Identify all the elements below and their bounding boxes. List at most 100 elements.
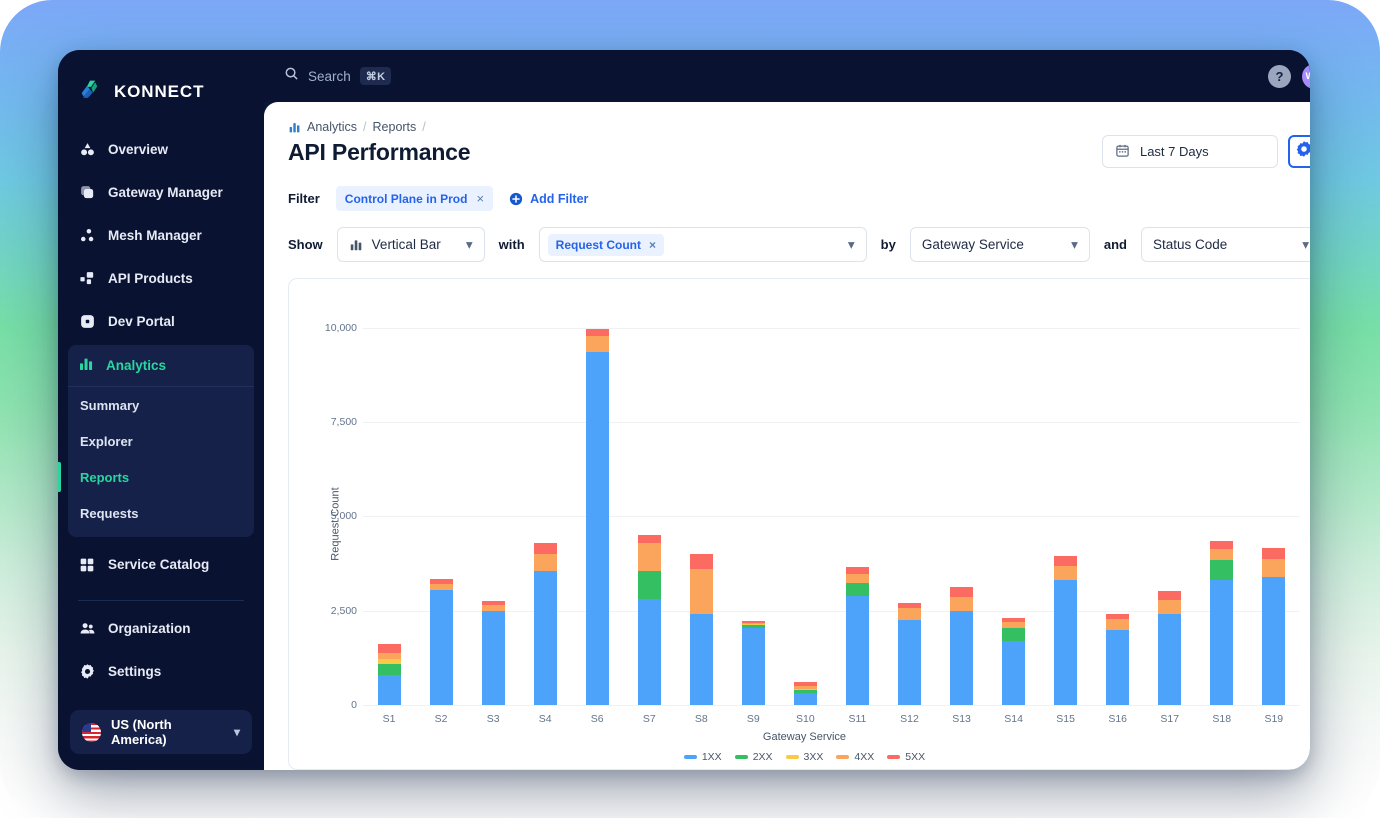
brand[interactable]: KONNECT [58, 66, 264, 112]
bar-segment-1xx[interactable] [1262, 576, 1286, 705]
bar-segment-4xx[interactable] [1210, 548, 1234, 560]
filter-chip-control-plane[interactable]: Control Plane in Prod × [335, 186, 494, 211]
bar-segment-1xx[interactable] [481, 610, 505, 705]
chart-type-select[interactable]: Vertical Bar ▾ [336, 227, 485, 262]
stacked-bar[interactable] [1262, 548, 1286, 705]
bar-segment-4xx[interactable] [793, 686, 817, 690]
bar-segment-1xx[interactable] [1210, 580, 1234, 705]
stacked-bar[interactable] [1210, 541, 1234, 705]
stacked-bar[interactable] [897, 602, 921, 705]
bar-segment-4xx[interactable] [1262, 558, 1286, 577]
stacked-bar[interactable] [533, 542, 557, 705]
legend-item-2xx[interactable]: 2XX [734, 751, 773, 763]
bar-segment-1xx[interactable] [741, 627, 765, 705]
bar-column[interactable] [363, 305, 415, 705]
breadcrumb-reports[interactable]: Reports [372, 120, 417, 134]
bar-segment-1xx[interactable] [377, 674, 401, 705]
bar-segment-1xx[interactable] [897, 620, 921, 705]
close-icon[interactable]: × [476, 191, 485, 206]
bar-segment-1xx[interactable] [533, 571, 557, 705]
bar-segment-1xx[interactable] [637, 599, 661, 705]
avatar[interactable]: WW [1301, 63, 1310, 89]
bar-segment-5xx[interactable] [1106, 614, 1130, 620]
bar-column[interactable] [675, 305, 727, 705]
bar-column[interactable] [467, 305, 519, 705]
bar-segment-1xx[interactable] [1002, 640, 1026, 705]
legend-item-4xx[interactable]: 4XX [836, 751, 874, 763]
bar-segment-4xx[interactable] [637, 542, 661, 572]
bar-segment-4xx[interactable] [533, 554, 557, 572]
bar-column[interactable] [727, 305, 779, 705]
bar-segment-3xx[interactable] [377, 658, 401, 664]
bar-segment-2xx[interactable] [741, 625, 765, 628]
bar-column[interactable] [779, 305, 831, 705]
stacked-bar[interactable] [1054, 555, 1078, 705]
bar-segment-1xx[interactable] [429, 589, 453, 705]
bar-segment-2xx[interactable] [1002, 627, 1026, 641]
stacked-bar[interactable] [741, 621, 765, 705]
bar-segment-1xx[interactable] [689, 614, 713, 705]
bar-column[interactable] [571, 305, 623, 705]
stacked-bar[interactable] [689, 554, 713, 705]
bar-segment-1xx[interactable] [793, 692, 817, 705]
search-input[interactable]: Search ⌘K [284, 66, 392, 86]
bar-segment-4xx[interactable] [585, 336, 609, 353]
bar-column[interactable] [1092, 305, 1144, 705]
sidebar-item-summary[interactable]: Summary [68, 387, 254, 423]
bar-segment-4xx[interactable] [950, 597, 974, 611]
bar-column[interactable] [415, 305, 467, 705]
bar-segment-2xx[interactable] [1210, 559, 1234, 581]
bar-segment-5xx[interactable] [481, 600, 505, 606]
stacked-bar[interactable] [585, 328, 609, 705]
bar-segment-4xx[interactable] [741, 622, 765, 625]
sidebar-item-settings[interactable]: Settings [58, 650, 264, 693]
help-icon[interactable]: ? [1267, 64, 1291, 88]
bar-segment-5xx[interactable] [741, 621, 765, 623]
sidebar-item-requests[interactable]: Requests [68, 495, 254, 531]
stacked-bar[interactable] [377, 643, 401, 705]
bar-segment-5xx[interactable] [950, 586, 974, 598]
bar-column[interactable] [883, 305, 935, 705]
bar-segment-1xx[interactable] [845, 595, 869, 705]
bar-column[interactable] [831, 305, 883, 705]
bar-segment-2xx[interactable] [793, 690, 817, 693]
bar-segment-5xx[interactable] [377, 643, 401, 653]
sidebar-item-reports[interactable]: Reports [58, 459, 254, 495]
sidebar-item-dev-portal[interactable]: Dev Portal [58, 300, 264, 343]
bar-segment-4xx[interactable] [1158, 600, 1182, 615]
bar-segment-4xx[interactable] [1054, 566, 1078, 581]
bar-segment-3xx[interactable] [793, 689, 817, 691]
metric-select[interactable]: Request Count × ▾ [538, 227, 867, 262]
bar-segment-2xx[interactable] [845, 583, 869, 596]
bar-segment-5xx[interactable] [845, 566, 869, 575]
bar-column[interactable] [1196, 305, 1248, 705]
sidebar-item-explorer[interactable]: Explorer [68, 423, 254, 459]
date-range-picker[interactable]: Last 7 Days [1101, 135, 1278, 168]
sidebar-item-mesh-manager[interactable]: Mesh Manager [58, 214, 264, 257]
bar-segment-5xx[interactable] [897, 602, 921, 608]
bar-segment-4xx[interactable] [897, 607, 921, 621]
bar-segment-2xx[interactable] [377, 663, 401, 675]
bar-column[interactable] [988, 305, 1040, 705]
sidebar-item-gateway-manager[interactable]: Gateway Manager [58, 171, 264, 214]
bar-segment-5xx[interactable] [1054, 555, 1078, 567]
bar-segment-5xx[interactable] [637, 535, 661, 543]
stacked-bar[interactable] [793, 682, 817, 705]
bar-segment-4xx[interactable] [845, 574, 869, 584]
bar-segment-5xx[interactable] [1158, 591, 1182, 601]
sidebar-item-service-catalog[interactable]: Service Catalog [58, 543, 264, 586]
sidebar-item-overview[interactable]: Overview [58, 128, 264, 171]
stacked-bar[interactable] [1002, 618, 1026, 705]
bar-segment-1xx[interactable] [950, 610, 974, 705]
bar-segment-5xx[interactable] [1002, 618, 1026, 622]
stacked-bar[interactable] [950, 586, 974, 705]
stacked-bar[interactable] [845, 566, 869, 705]
legend-item-3xx[interactable]: 3XX [785, 751, 823, 763]
legend-item-1xx[interactable]: 1XX [683, 751, 722, 763]
breadcrumb-analytics[interactable]: Analytics [307, 120, 358, 134]
bar-segment-3xx[interactable] [741, 624, 765, 626]
add-filter-button[interactable]: Add Filter [509, 192, 588, 206]
bar-segment-2xx[interactable] [637, 571, 661, 600]
group-and-select[interactable]: Status Code ▾ [1140, 227, 1310, 262]
group-by-select[interactable]: Gateway Service ▾ [909, 227, 1090, 262]
